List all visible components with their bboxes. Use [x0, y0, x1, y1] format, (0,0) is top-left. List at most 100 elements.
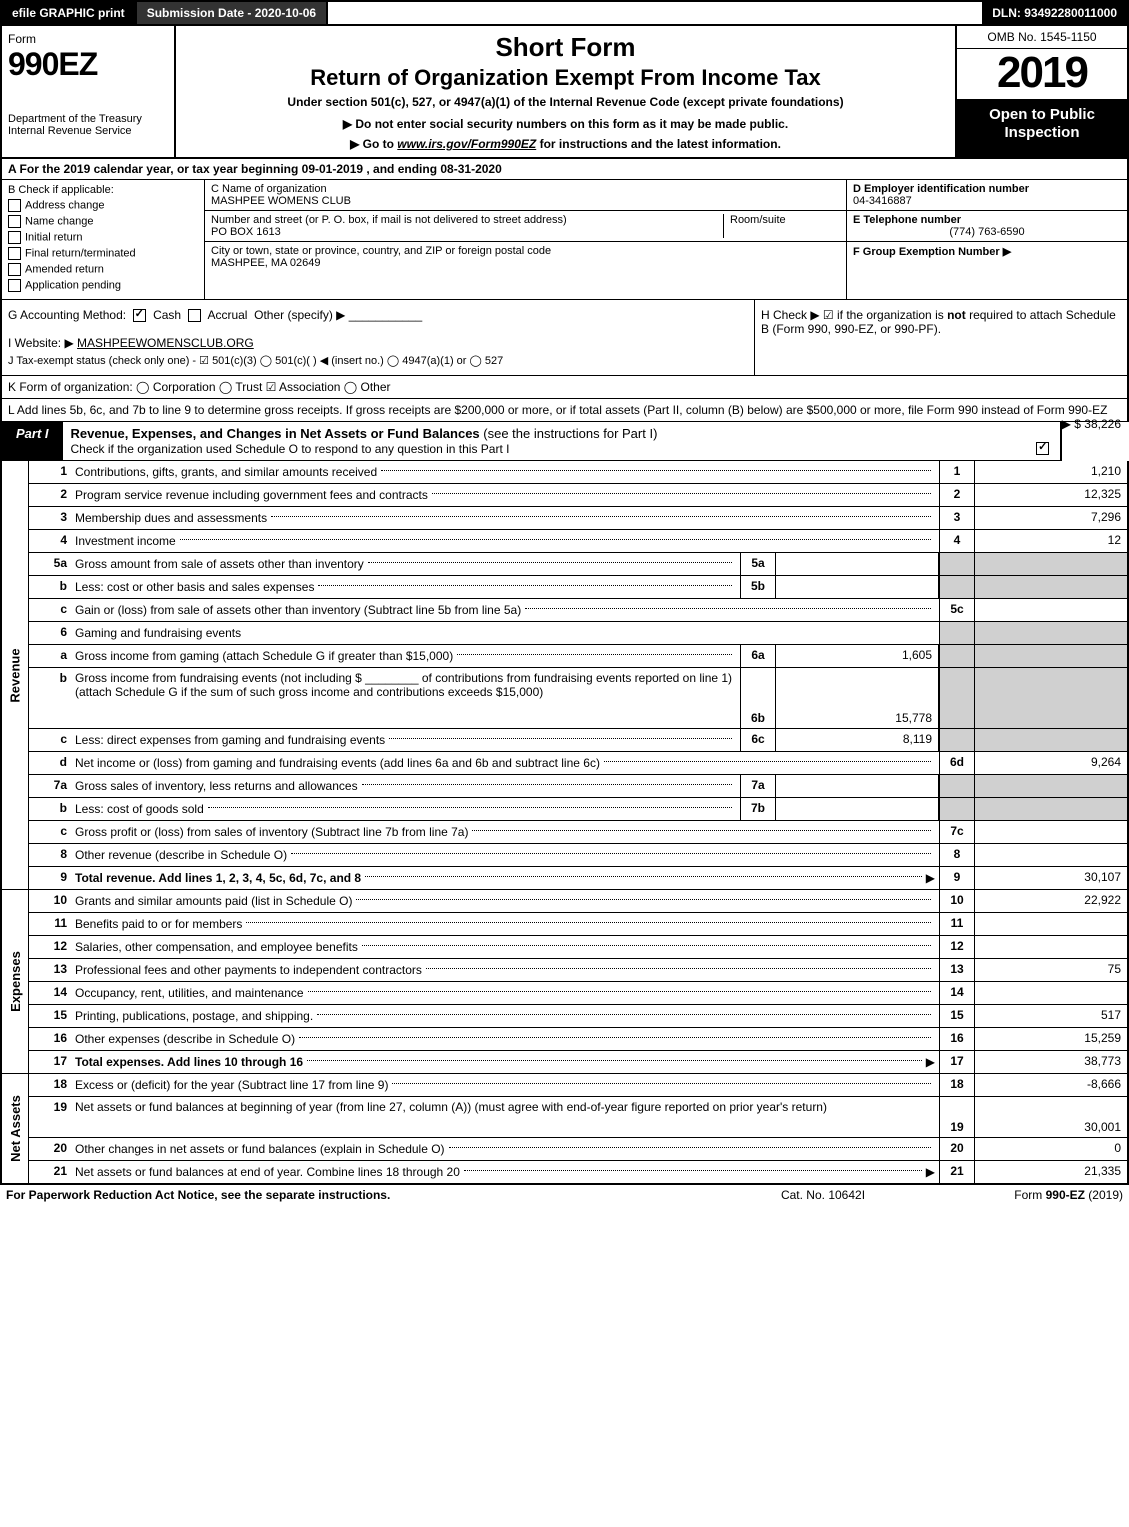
line-6c-mn: 6c	[740, 729, 776, 751]
line-1-desc: Contributions, gifts, grants, and simila…	[75, 465, 377, 479]
line-5c-rv	[975, 599, 1127, 621]
line-6a-mv: 1,605	[776, 645, 939, 667]
line-6b: b Gross income from fundraising events (…	[29, 668, 1127, 729]
line-15-desc: Printing, publications, postage, and shi…	[75, 1009, 313, 1023]
short-form-title: Short Form	[186, 32, 945, 63]
line-18: 18 Excess or (deficit) for the year (Sub…	[29, 1074, 1127, 1097]
line-20-rv: 0	[975, 1138, 1127, 1160]
part1-header: Part I Revenue, Expenses, and Changes in…	[0, 422, 1062, 461]
line-4-rv: 12	[975, 530, 1127, 552]
line-2-rn: 2	[939, 484, 975, 506]
line-19: 19 Net assets or fund balances at beginn…	[29, 1097, 1127, 1138]
return-title: Return of Organization Exempt From Incom…	[186, 65, 945, 91]
line-18-num: 18	[29, 1074, 71, 1096]
line-7a-mn: 7a	[740, 775, 776, 797]
street-value: PO BOX 1613	[211, 226, 723, 238]
line-6-desc: Gaming and fundraising events	[75, 626, 241, 640]
line-7c-desc: Gross profit or (loss) from sales of inv…	[75, 825, 468, 839]
chk-cash[interactable]	[133, 309, 146, 322]
part1-check[interactable]	[1030, 422, 1060, 460]
line-5b-desc: Less: cost or other basis and sales expe…	[75, 580, 314, 594]
dept-treasury: Department of the Treasury	[8, 113, 168, 125]
line-7c-num: c	[29, 821, 71, 843]
line-6a: a Gross income from gaming (attach Sched…	[29, 645, 1127, 668]
header-center: Short Form Return of Organization Exempt…	[176, 26, 955, 157]
chk-initial-return[interactable]: Initial return	[8, 231, 198, 244]
submission-date: Submission Date - 2020-10-06	[137, 2, 328, 24]
chk-final-return-label: Final return/terminated	[25, 247, 136, 259]
line-14-rv	[975, 982, 1127, 1004]
chk-accrual[interactable]	[188, 309, 201, 322]
chk-final-return[interactable]: Final return/terminated	[8, 247, 198, 260]
line-7a-desc: Gross sales of inventory, less returns a…	[75, 779, 358, 793]
website-value[interactable]: MASHPEEWOMENSCLUB.ORG	[77, 336, 254, 350]
line-16-rv: 15,259	[975, 1028, 1127, 1050]
col-b-title: B Check if applicable:	[8, 184, 198, 196]
netassets-body: 18 Excess or (deficit) for the year (Sub…	[29, 1074, 1127, 1183]
efile-print[interactable]: efile GRAPHIC print	[2, 2, 137, 24]
line-11: 11 Benefits paid to or for members 11	[29, 913, 1127, 936]
line-6d-desc: Net income or (loss) from gaming and fun…	[75, 756, 600, 770]
footer-right-bold: 990-EZ	[1046, 1188, 1085, 1202]
line-10: 10 Grants and similar amounts paid (list…	[29, 890, 1127, 913]
line-9-rn: 9	[939, 867, 975, 889]
goto-link[interactable]: www.irs.gov/Form990EZ	[397, 137, 536, 151]
col-def: D Employer identification number 04-3416…	[846, 180, 1127, 299]
line-21-desc: Net assets or fund balances at end of ye…	[75, 1165, 460, 1179]
group-exemption-row: F Group Exemption Number ▶	[847, 242, 1127, 299]
line-7a-rn-shade	[939, 775, 975, 797]
line-13: 13 Professional fees and other payments …	[29, 959, 1127, 982]
line-6d: d Net income or (loss) from gaming and f…	[29, 752, 1127, 775]
form-label: Form	[8, 32, 168, 46]
line-5a-mn: 5a	[740, 553, 776, 575]
city-row: City or town, state or province, country…	[205, 242, 846, 272]
line-12-num: 12	[29, 936, 71, 958]
city-label: City or town, state or province, country…	[211, 245, 551, 257]
line-12: 12 Salaries, other compensation, and emp…	[29, 936, 1127, 959]
line-20-num: 20	[29, 1138, 71, 1160]
line-2: 2 Program service revenue including gove…	[29, 484, 1127, 507]
arrow-icon: ▶	[926, 871, 935, 885]
line-6c-num: c	[29, 729, 71, 751]
chk-name-change[interactable]: Name change	[8, 215, 198, 228]
line-19-rn: 19	[939, 1097, 975, 1137]
line-9-num: 9	[29, 867, 71, 889]
line-2-num: 2	[29, 484, 71, 506]
line-15-rn: 15	[939, 1005, 975, 1027]
line-5a-mv	[776, 553, 939, 575]
line-7b-mv	[776, 798, 939, 820]
chk-amended-return[interactable]: Amended return	[8, 263, 198, 276]
line-16-desc: Other expenses (describe in Schedule O)	[75, 1032, 295, 1046]
form-number: 990EZ	[8, 46, 168, 83]
gh-block: G Accounting Method: Cash Accrual Other …	[0, 300, 1129, 376]
line-5b-mn: 5b	[740, 576, 776, 598]
line-6c-desc: Less: direct expenses from gaming and fu…	[75, 733, 385, 747]
line-16-num: 16	[29, 1028, 71, 1050]
h-col: H Check ▶ ☑ if the organization is not r…	[754, 300, 1127, 375]
line-19-desc: Net assets or fund balances at beginning…	[75, 1100, 827, 1114]
info-block: B Check if applicable: Address change Na…	[0, 180, 1129, 300]
expenses-body: 10 Grants and similar amounts paid (list…	[29, 890, 1127, 1073]
accounting-method: G Accounting Method: Cash Accrual Other …	[8, 308, 748, 322]
line-5c: c Gain or (loss) from sale of assets oth…	[29, 599, 1127, 622]
chk-address-change[interactable]: Address change	[8, 199, 198, 212]
street-row: Number and street (or P. O. box, if mail…	[205, 211, 846, 242]
line-19-num: 19	[29, 1097, 71, 1137]
tel-value: (774) 763-6590	[853, 226, 1121, 238]
org-name-row: C Name of organization MASHPEE WOMENS CL…	[205, 180, 846, 211]
line-8-num: 8	[29, 844, 71, 866]
tel-row: E Telephone number (774) 763-6590	[847, 211, 1127, 242]
line-7a-rv-shade	[975, 775, 1127, 797]
line-21-rn: 21	[939, 1161, 975, 1183]
chk-application-pending[interactable]: Application pending	[8, 279, 198, 292]
footer-right-pre: Form	[1014, 1188, 1045, 1202]
page-footer: For Paperwork Reduction Act Notice, see …	[0, 1185, 1129, 1205]
line-6c: c Less: direct expenses from gaming and …	[29, 729, 1127, 752]
row-a-tax-year: A For the 2019 calendar year, or tax yea…	[0, 159, 1129, 180]
dln: DLN: 93492280011000	[982, 2, 1127, 24]
revenue-section: Revenue 1 Contributions, gifts, grants, …	[0, 461, 1129, 890]
col-c: C Name of organization MASHPEE WOMENS CL…	[205, 180, 846, 299]
street-label: Number and street (or P. O. box, if mail…	[211, 214, 723, 226]
line-4: 4 Investment income 4 12	[29, 530, 1127, 553]
line-14-rn: 14	[939, 982, 975, 1004]
